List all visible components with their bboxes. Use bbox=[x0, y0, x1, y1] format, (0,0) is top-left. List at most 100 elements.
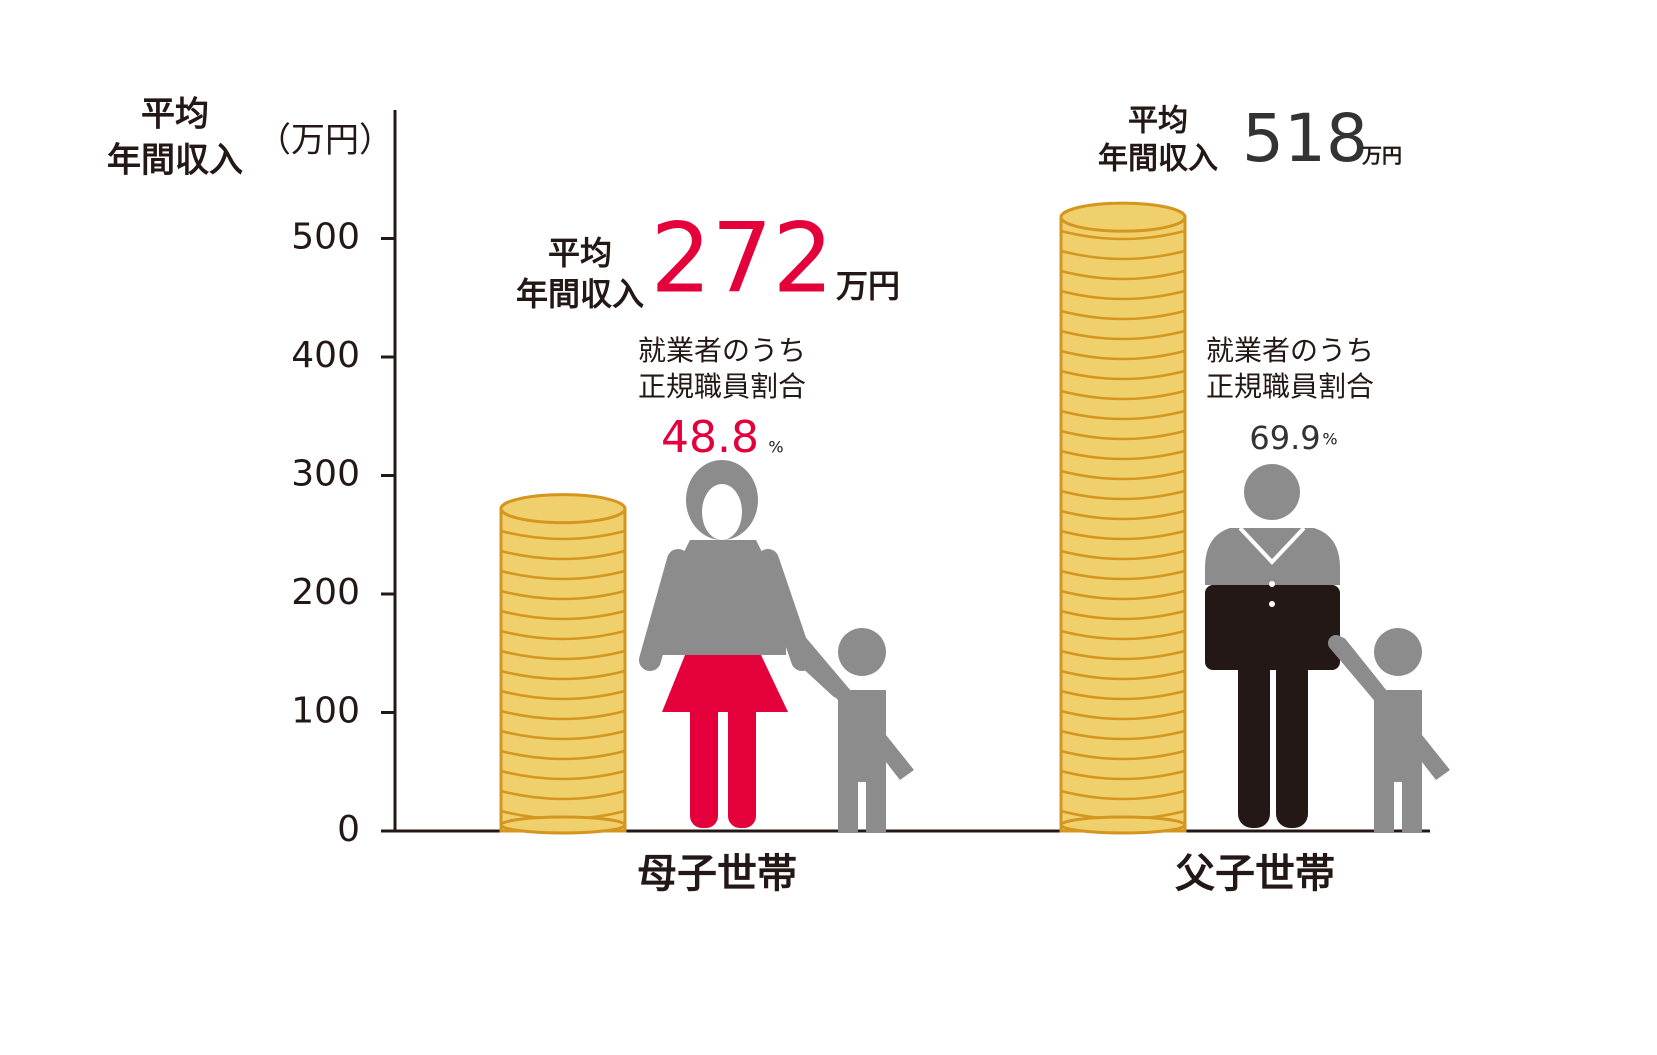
x-tick-label: 父子世帯 bbox=[1175, 851, 1335, 897]
father-collar bbox=[1238, 526, 1306, 565]
coin-edge bbox=[500, 649, 626, 661]
y-tick-label: 0 bbox=[337, 809, 360, 850]
coin-stack bbox=[1059, 201, 1187, 835]
coin-edge bbox=[500, 729, 626, 741]
coin-top bbox=[499, 493, 627, 525]
coin-edge bbox=[1060, 549, 1186, 561]
coin-edge bbox=[1060, 369, 1186, 381]
coin-body bbox=[499, 507, 627, 833]
coin-edge bbox=[500, 709, 626, 721]
mother-skirt bbox=[662, 655, 788, 712]
button bbox=[1269, 581, 1275, 587]
coin-stack bbox=[499, 493, 627, 835]
mother-torso bbox=[660, 540, 786, 655]
coin-edge bbox=[1060, 489, 1186, 501]
coin-edge bbox=[1060, 569, 1186, 581]
ratio-value: 48.8 bbox=[661, 412, 759, 463]
coin-edge bbox=[1060, 289, 1186, 301]
coin-edge bbox=[1060, 689, 1186, 701]
coin-edge bbox=[1060, 469, 1186, 481]
x-tick-label: 母子世帯 bbox=[637, 851, 797, 897]
coin-edge bbox=[1060, 229, 1186, 241]
coin-edge bbox=[1060, 649, 1186, 661]
mother-leg bbox=[690, 700, 718, 828]
father-suit bbox=[1205, 585, 1340, 670]
mother-leg bbox=[728, 700, 756, 828]
coin-edge bbox=[500, 529, 626, 541]
mother-face bbox=[702, 484, 742, 540]
child-body bbox=[838, 690, 914, 832]
value-label: 518 bbox=[1242, 100, 1368, 177]
y-tick-label: 500 bbox=[291, 217, 360, 258]
y-tick-label: 400 bbox=[291, 335, 360, 376]
child-body bbox=[1374, 690, 1450, 832]
coin-edge bbox=[1060, 389, 1186, 401]
child-figure bbox=[1328, 628, 1450, 832]
value-prefix: 平均 bbox=[548, 234, 612, 272]
coin-edge bbox=[1060, 609, 1186, 621]
coin-edge bbox=[500, 669, 626, 681]
coin-edge bbox=[1060, 789, 1186, 801]
ratio-unit: % bbox=[1322, 430, 1337, 449]
father-leg bbox=[1276, 640, 1308, 828]
coin-edge bbox=[1060, 449, 1186, 461]
coin-edge bbox=[1060, 669, 1186, 681]
child-arm bbox=[1328, 635, 1388, 703]
button bbox=[1269, 601, 1275, 607]
coin-bottom bbox=[499, 815, 627, 835]
coin-edge bbox=[1060, 529, 1186, 541]
ratio-unit: % bbox=[768, 438, 783, 457]
coin-edge bbox=[500, 549, 626, 561]
coin-edge bbox=[500, 769, 626, 781]
father-figure bbox=[1205, 464, 1384, 828]
ratio-label: 就業者のうち bbox=[638, 334, 806, 367]
y-axis-label: 平均 bbox=[141, 95, 209, 135]
father-leg bbox=[1238, 640, 1270, 828]
coin-edge bbox=[500, 589, 626, 601]
coin-edge bbox=[500, 629, 626, 641]
value-prefix: 平均 bbox=[1128, 104, 1188, 139]
coin-edge bbox=[1060, 769, 1186, 781]
father-shirt bbox=[1205, 528, 1340, 585]
value-prefix: 年間収入 bbox=[516, 275, 644, 313]
ratio-value: 69.9 bbox=[1249, 419, 1320, 457]
father-head bbox=[1244, 464, 1300, 520]
value-prefix: 年間収入 bbox=[1098, 142, 1218, 177]
value-unit: 万円 bbox=[836, 267, 900, 305]
child-arm bbox=[792, 635, 852, 703]
coin-edge bbox=[1060, 309, 1186, 321]
y-tick-label: 100 bbox=[291, 691, 360, 732]
coin-edge bbox=[500, 749, 626, 761]
coin-edge bbox=[1060, 729, 1186, 741]
y-axis-unit: （万円） bbox=[257, 121, 393, 161]
child-figure bbox=[792, 628, 914, 832]
value-unit: 万円 bbox=[1361, 144, 1402, 168]
coin-edge bbox=[500, 609, 626, 621]
coin-edge bbox=[1060, 249, 1186, 261]
coin-edge bbox=[500, 789, 626, 801]
ratio-label: 就業者のうち bbox=[1206, 334, 1374, 367]
child-head bbox=[838, 628, 886, 676]
coin-edge bbox=[500, 569, 626, 581]
coin-edge bbox=[1060, 749, 1186, 761]
mother-arm bbox=[639, 549, 689, 671]
coin-edge bbox=[1060, 349, 1186, 361]
ratio-label: 正規職員割合 bbox=[1206, 370, 1374, 403]
coin-edge bbox=[500, 689, 626, 701]
coin-edge bbox=[1060, 589, 1186, 601]
value-label: 272 bbox=[650, 202, 833, 314]
coin-edge bbox=[1060, 269, 1186, 281]
y-tick-label: 300 bbox=[291, 454, 360, 495]
coin-bottom bbox=[1059, 815, 1187, 835]
coin-top bbox=[1059, 201, 1187, 233]
coin-edge bbox=[1060, 709, 1186, 721]
y-axis-label: 年間収入 bbox=[107, 141, 243, 181]
ratio-label: 正規職員割合 bbox=[638, 370, 806, 403]
coin-edge bbox=[1060, 509, 1186, 521]
coin-edge bbox=[1060, 329, 1186, 341]
coin-edge bbox=[1060, 409, 1186, 421]
coin-edge bbox=[1060, 429, 1186, 441]
child-head bbox=[1374, 628, 1422, 676]
